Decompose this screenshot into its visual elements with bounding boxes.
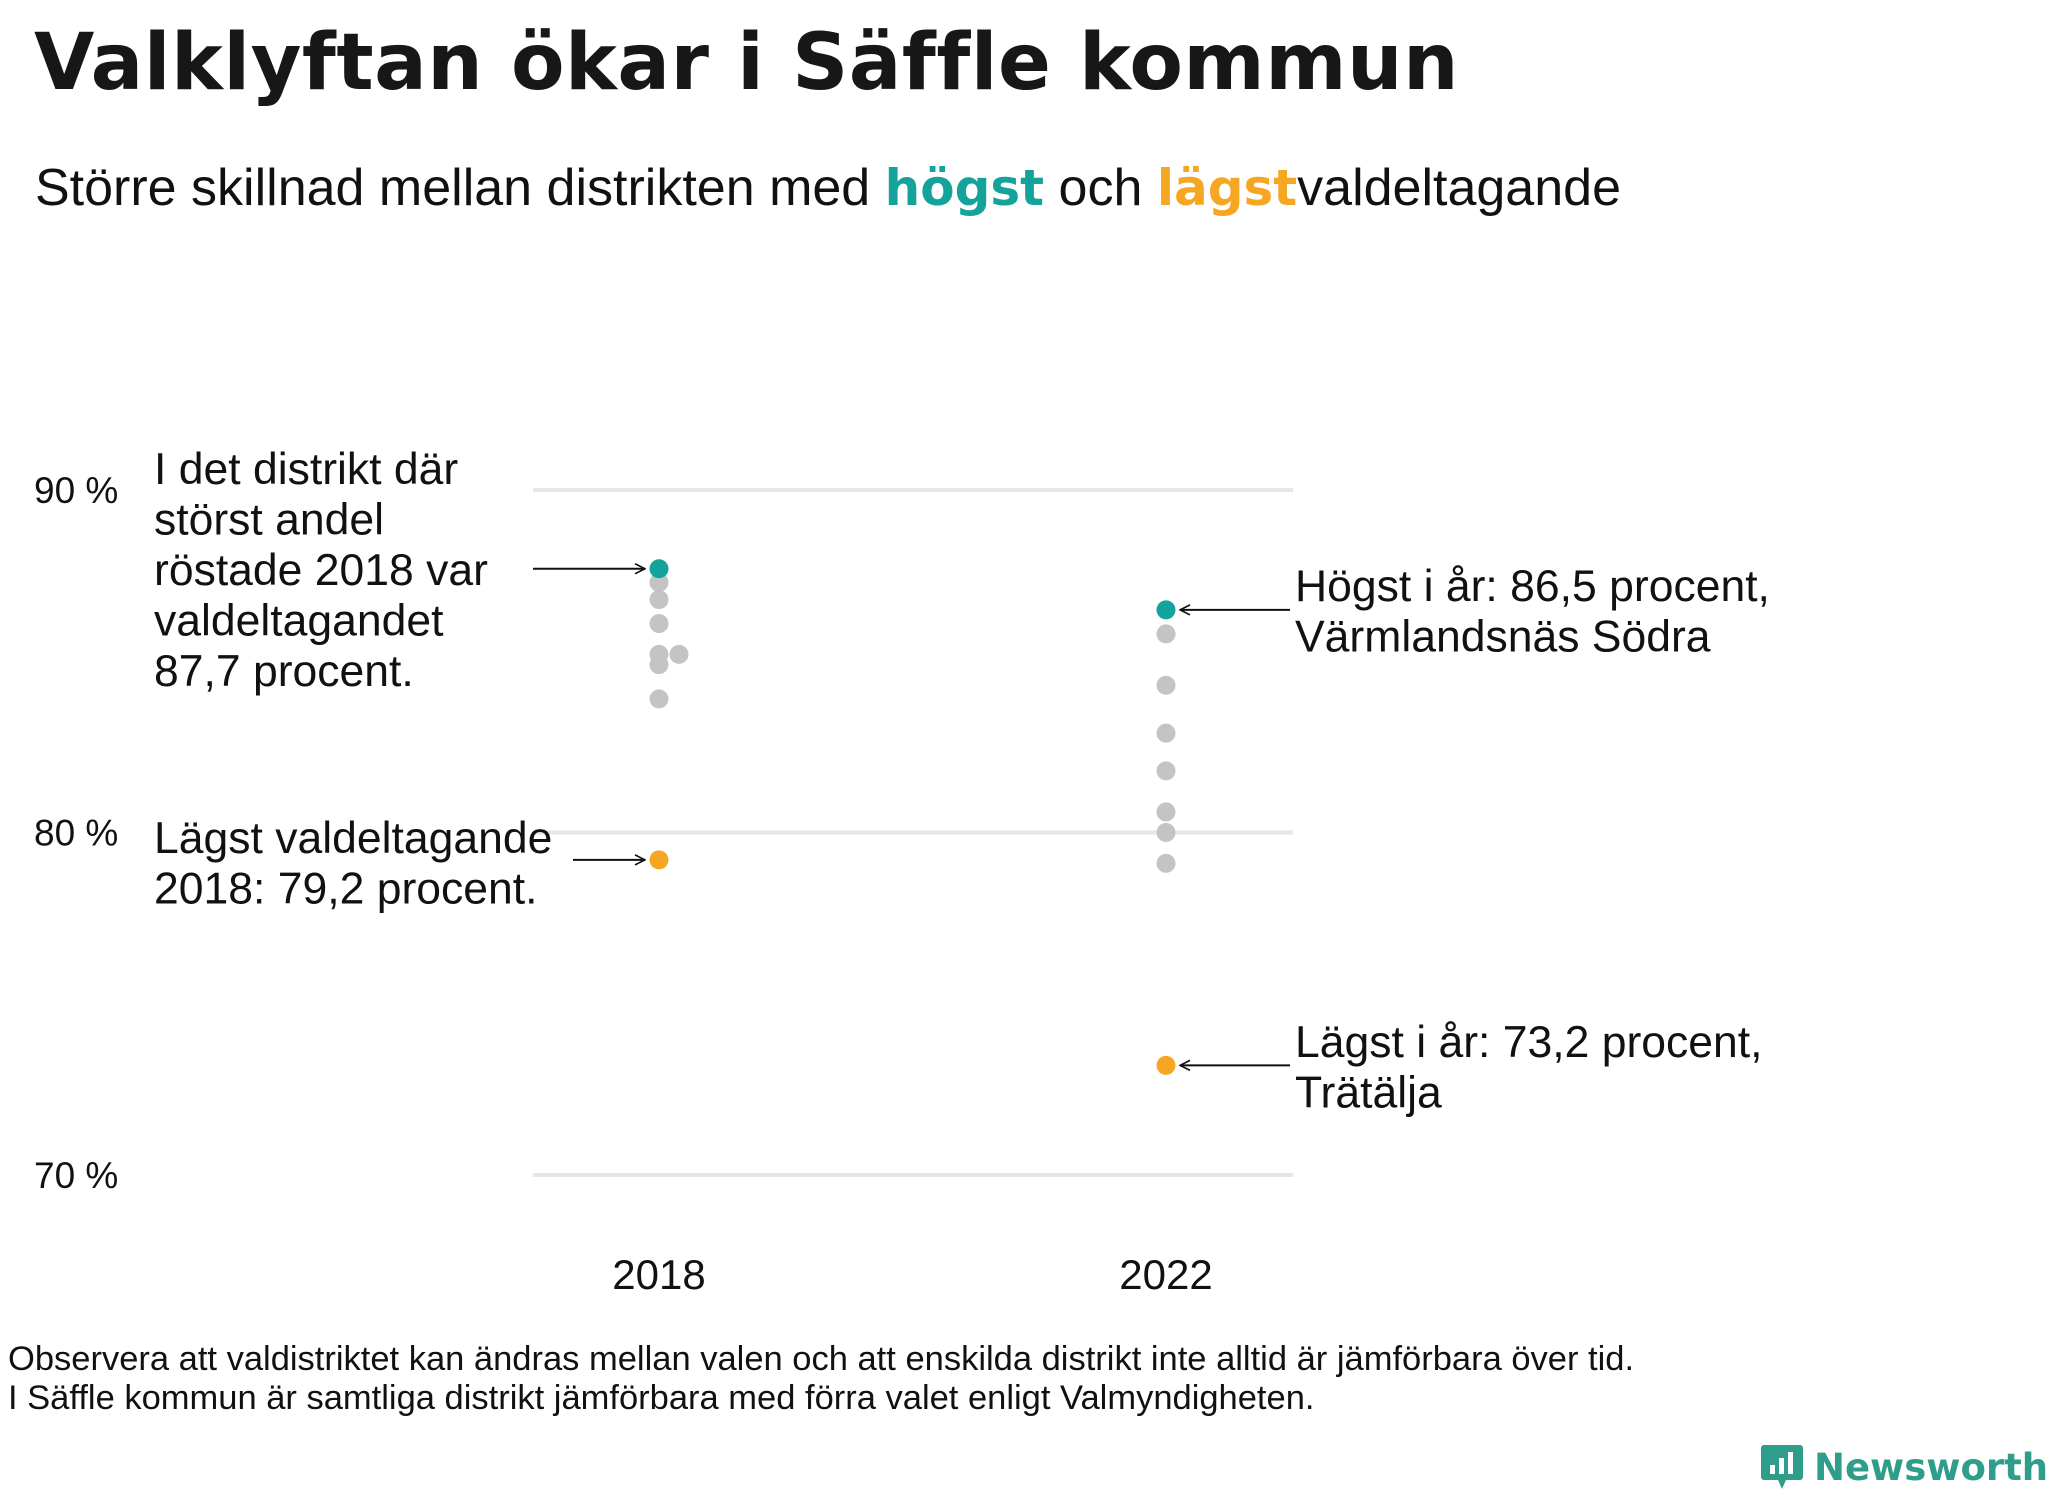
annotation-low-2022-line-2: Trätälja	[1295, 1069, 1442, 1118]
y-tick-label-80: 80 %	[34, 813, 118, 854]
annotation-arrows	[533, 569, 1290, 1066]
x-tick-label-2018: 2018	[612, 1251, 705, 1298]
data-point-2018-high-7	[649, 559, 669, 579]
data-point-2018-other-5	[649, 655, 669, 675]
annotation-high-2018-line-2: störst andel	[154, 496, 384, 545]
data-point-2022-other-2	[1156, 723, 1176, 743]
newsworthy-logo-icon	[1761, 1445, 1803, 1489]
x-axis-tick-labels: 2018 2022	[612, 1251, 1212, 1298]
y-tick-label-90: 90 %	[34, 470, 118, 511]
subtitle-text-3: valdeltagande	[1297, 159, 1621, 217]
y-axis-tick-labels: 90 % 80 % 70 %	[34, 470, 118, 1196]
brand: Newsworthy	[1760, 1443, 2048, 1491]
annotation-high-2018-line-4: valdeltagandet	[154, 597, 444, 646]
data-point-2018-other-1	[649, 590, 669, 610]
data-point-2022-high-7	[1156, 600, 1176, 620]
brand-name: Newsworthy	[1814, 1445, 2048, 1489]
data-point-2022-other-5	[1156, 823, 1176, 842]
data-point-2022-other-0	[1156, 624, 1176, 644]
data-point-2018-other-6	[649, 689, 669, 709]
annotation-high-2018-line-3: röstade 2018 var	[154, 546, 488, 595]
footnote: Observera att valdistriktet kan ändras m…	[8, 1340, 1634, 1418]
annotation-high-2022-line-1: Högst i år: 86,5 procent,	[1295, 562, 1770, 611]
data-points	[649, 559, 1176, 1075]
data-point-2022-other-1	[1156, 675, 1176, 695]
annotation-high-2022-line-2: Värmlandsnäs Södra	[1295, 613, 1711, 662]
footnote-line-1: Observera att valdistriktet kan ändras m…	[8, 1340, 1635, 1378]
subtitle-text-1: Större skillnad mellan distrikten med	[35, 159, 885, 217]
subtitle-highlight-high: högst	[884, 159, 1045, 217]
footnote-line-2: I Säffle kommun är samtliga distrikt jäm…	[8, 1379, 1315, 1417]
y-tick-label-70: 70 %	[34, 1155, 118, 1196]
chart-title: Valklyftan ökar i Säffle kommun	[34, 18, 1460, 108]
chart-subtitle: Större skillnad mellan distrikten med hö…	[35, 158, 1621, 218]
annotation-high-2018-line-1: I det distrikt där	[154, 445, 458, 494]
dot-strip-chart: 90 % 80 % 70 % 2018 2022 I det distrikt där…	[34, 445, 1770, 1298]
subtitle-highlight-low: lägst	[1156, 159, 1298, 217]
annotation-low-2018-line-1: Lägst valdeltagande	[154, 814, 552, 863]
data-point-2022-other-4	[1156, 802, 1176, 822]
data-point-2022-other-6	[1156, 853, 1176, 873]
data-point-2018-other-4	[669, 644, 689, 664]
data-point-2018-other-0	[649, 572, 669, 592]
x-tick-label-2022: 2022	[1119, 1251, 1212, 1298]
annotation-high-2018-line-5: 87,7 procent.	[154, 647, 414, 696]
gridlines	[533, 488, 1293, 1177]
subtitle-text-2: och	[1044, 159, 1157, 217]
annotation-low-2018-line-2: 2018: 79,2 procent.	[154, 865, 538, 914]
data-point-2018-other-2	[649, 614, 669, 634]
data-point-2022-other-3	[1156, 761, 1176, 781]
annotation-low-2022-line-1: Lägst i år: 73,2 procent,	[1295, 1018, 1763, 1067]
data-point-2022-low-8	[1156, 1055, 1176, 1075]
data-point-2018-low-8	[649, 850, 669, 870]
